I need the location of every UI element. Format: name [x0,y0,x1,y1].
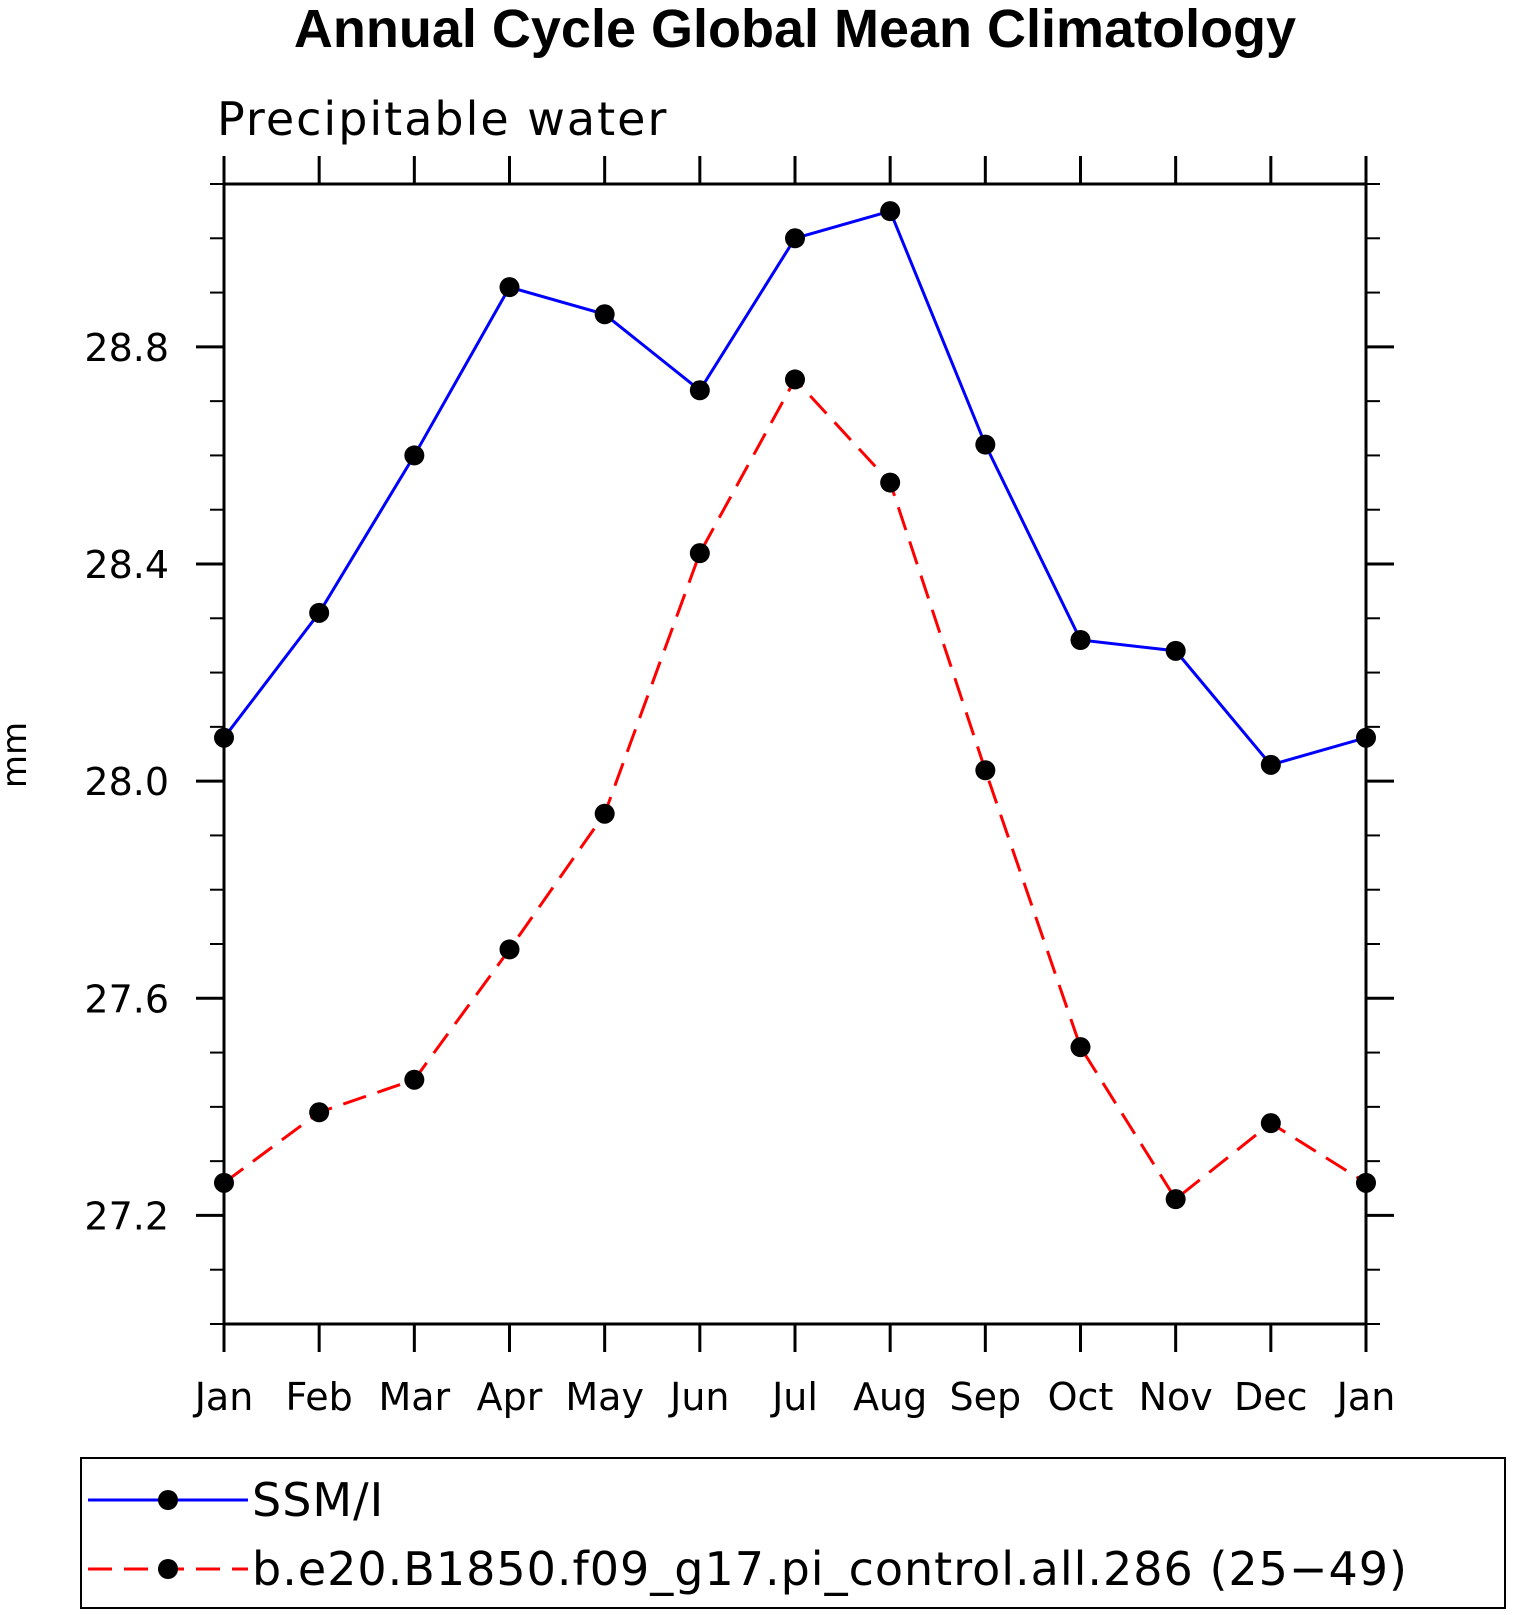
y-tick-label: 28.8 [84,326,169,370]
legend-marker-model [158,1559,178,1579]
data-point-series-0 [404,445,425,466]
data-point-series-1 [880,472,901,493]
x-tick-label: Aug [853,1375,927,1419]
x-tick-label: Jan [1335,1375,1396,1419]
data-point-series-0 [785,228,805,249]
data-point-series-1 [1070,1037,1091,1058]
legend-marker-ssmi [158,1490,178,1510]
x-tick-label: Jan [193,1375,254,1419]
y-tick-label: 27.2 [84,1194,169,1238]
y-tick-labels: 27.2 27.6 28.0 28.4 28.8 [84,326,169,1239]
data-point-series-0 [689,380,710,401]
legend-item-ssmi: SSM/I [88,1473,384,1527]
y-tick-label: 28.0 [84,760,169,804]
data-point-series-0 [309,602,330,623]
legend-item-model: b.e20.B1850.f09_g17.pi_control.all.286 (… [88,1542,1408,1596]
x-tick-label: Jun [668,1375,729,1419]
data-point-series-0 [499,277,520,298]
series-points [214,201,1376,1210]
data-point-series-1 [1356,1172,1376,1193]
chart-subtitle: Precipitable water [217,92,668,146]
x-tick-labels: Jan Feb Mar Apr May Jun Jul Aug Sep Oct Nov Dec Jan [193,1375,1396,1419]
x-tick-label: Oct [1048,1375,1114,1419]
data-point-series-1 [1260,1113,1281,1134]
data-point-series-0 [214,727,234,748]
y-axis-label: mm [0,722,35,788]
data-point-series-0 [1356,727,1376,748]
data-point-series-1 [309,1102,330,1123]
data-point-series-1 [689,543,710,564]
data-point-series-1 [594,803,615,824]
data-point-series-1 [785,369,805,390]
plot-frame [222,182,1368,1326]
data-point-series-0 [880,201,901,222]
legend-label-model: b.e20.B1850.f09_g17.pi_control.all.286 (… [252,1542,1408,1596]
data-point-series-1 [214,1172,234,1193]
data-point-series-0 [1070,630,1091,650]
chart-title: Annual Cycle Global Mean Climatology [294,0,1296,59]
x-tick-label: Jul [770,1375,818,1419]
y-tick-label: 28.4 [84,543,169,587]
data-point-series-0 [1260,754,1281,775]
x-tick-label: May [565,1375,644,1419]
data-point-series-1 [499,939,520,960]
x-tick-label: Sep [950,1375,1022,1419]
x-tick-label: Feb [286,1375,353,1419]
x-tick-label: Mar [378,1375,450,1419]
x-tick-label: Apr [477,1375,543,1419]
data-point-series-1 [1165,1189,1186,1210]
x-tick-label: Dec [1234,1375,1308,1419]
series-lines [222,209,1367,1202]
data-point-series-0 [594,304,615,325]
legend-label-ssmi: SSM/I [252,1473,384,1527]
y-tick-label: 27.6 [84,977,169,1021]
data-point-series-0 [975,434,996,455]
x-tick-label: Nov [1139,1375,1213,1419]
data-point-series-1 [975,760,996,781]
axis-ticks [196,156,1394,1352]
series-line-0 [222,209,1367,767]
legend-box [80,1457,1506,1609]
data-point-series-0 [1165,640,1186,661]
data-point-series-1 [404,1069,425,1090]
series-line-1 [223,376,1367,1202]
